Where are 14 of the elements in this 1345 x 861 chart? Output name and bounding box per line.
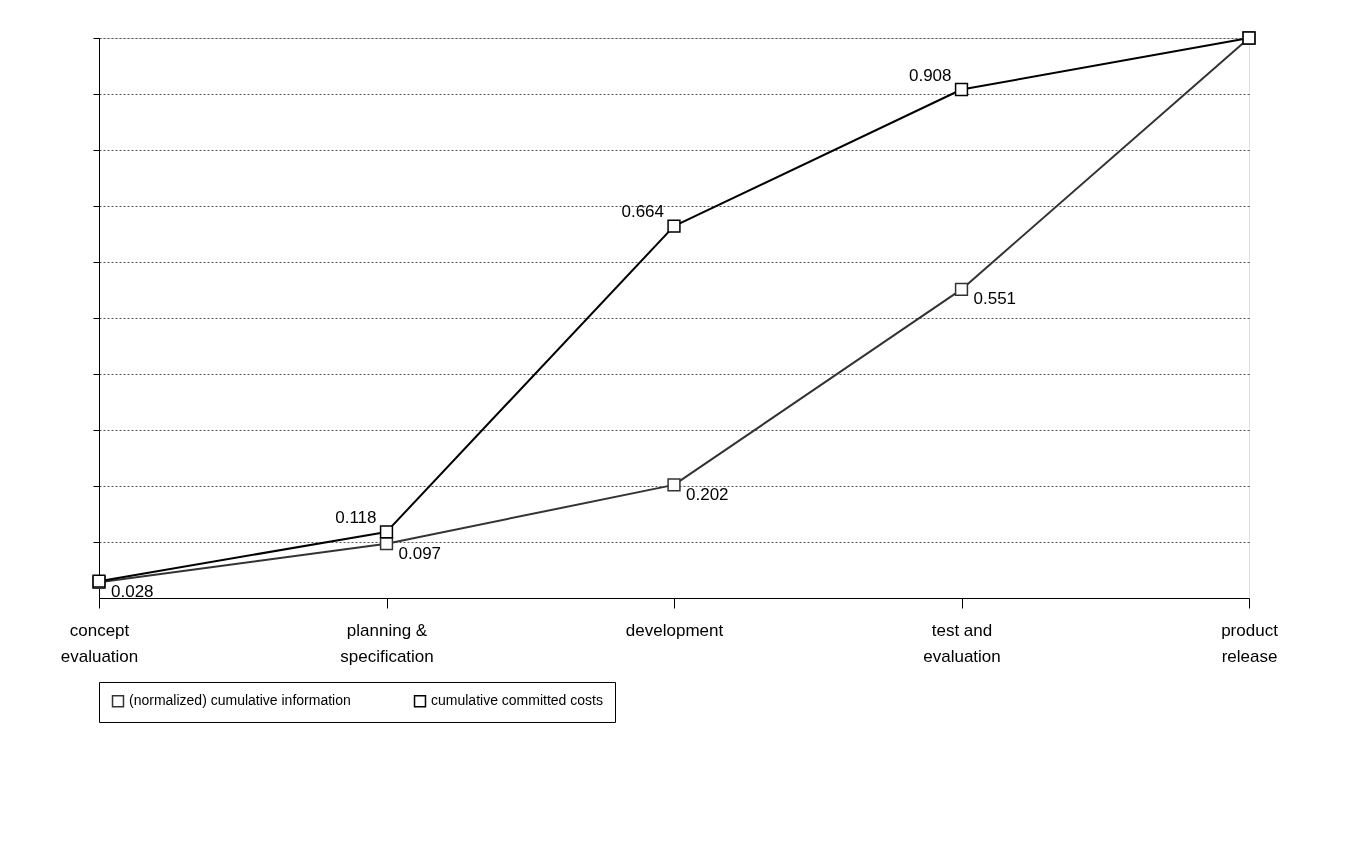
data-label: 0.118 — [335, 507, 377, 527]
legend-label: cumulative committed costs — [431, 692, 603, 709]
data-label: 0.664 — [621, 202, 664, 222]
data-label: 0.551 — [973, 289, 1017, 309]
legend-label: (normalized) cumulative information — [129, 692, 351, 709]
x-tick-label: product release — [1221, 620, 1279, 666]
x-tick-label: planning & specification — [340, 620, 434, 666]
data-label: 0.097 — [398, 543, 442, 563]
x-tick-label: test and evaluation — [923, 620, 1001, 666]
data-label: 0.202 — [686, 484, 729, 504]
x-tick-label: concept evaluation — [60, 620, 139, 666]
data-label: 0.028 — [111, 582, 154, 602]
x-tick-label: development — [625, 620, 724, 640]
data-label: 0.908 — [908, 65, 952, 85]
